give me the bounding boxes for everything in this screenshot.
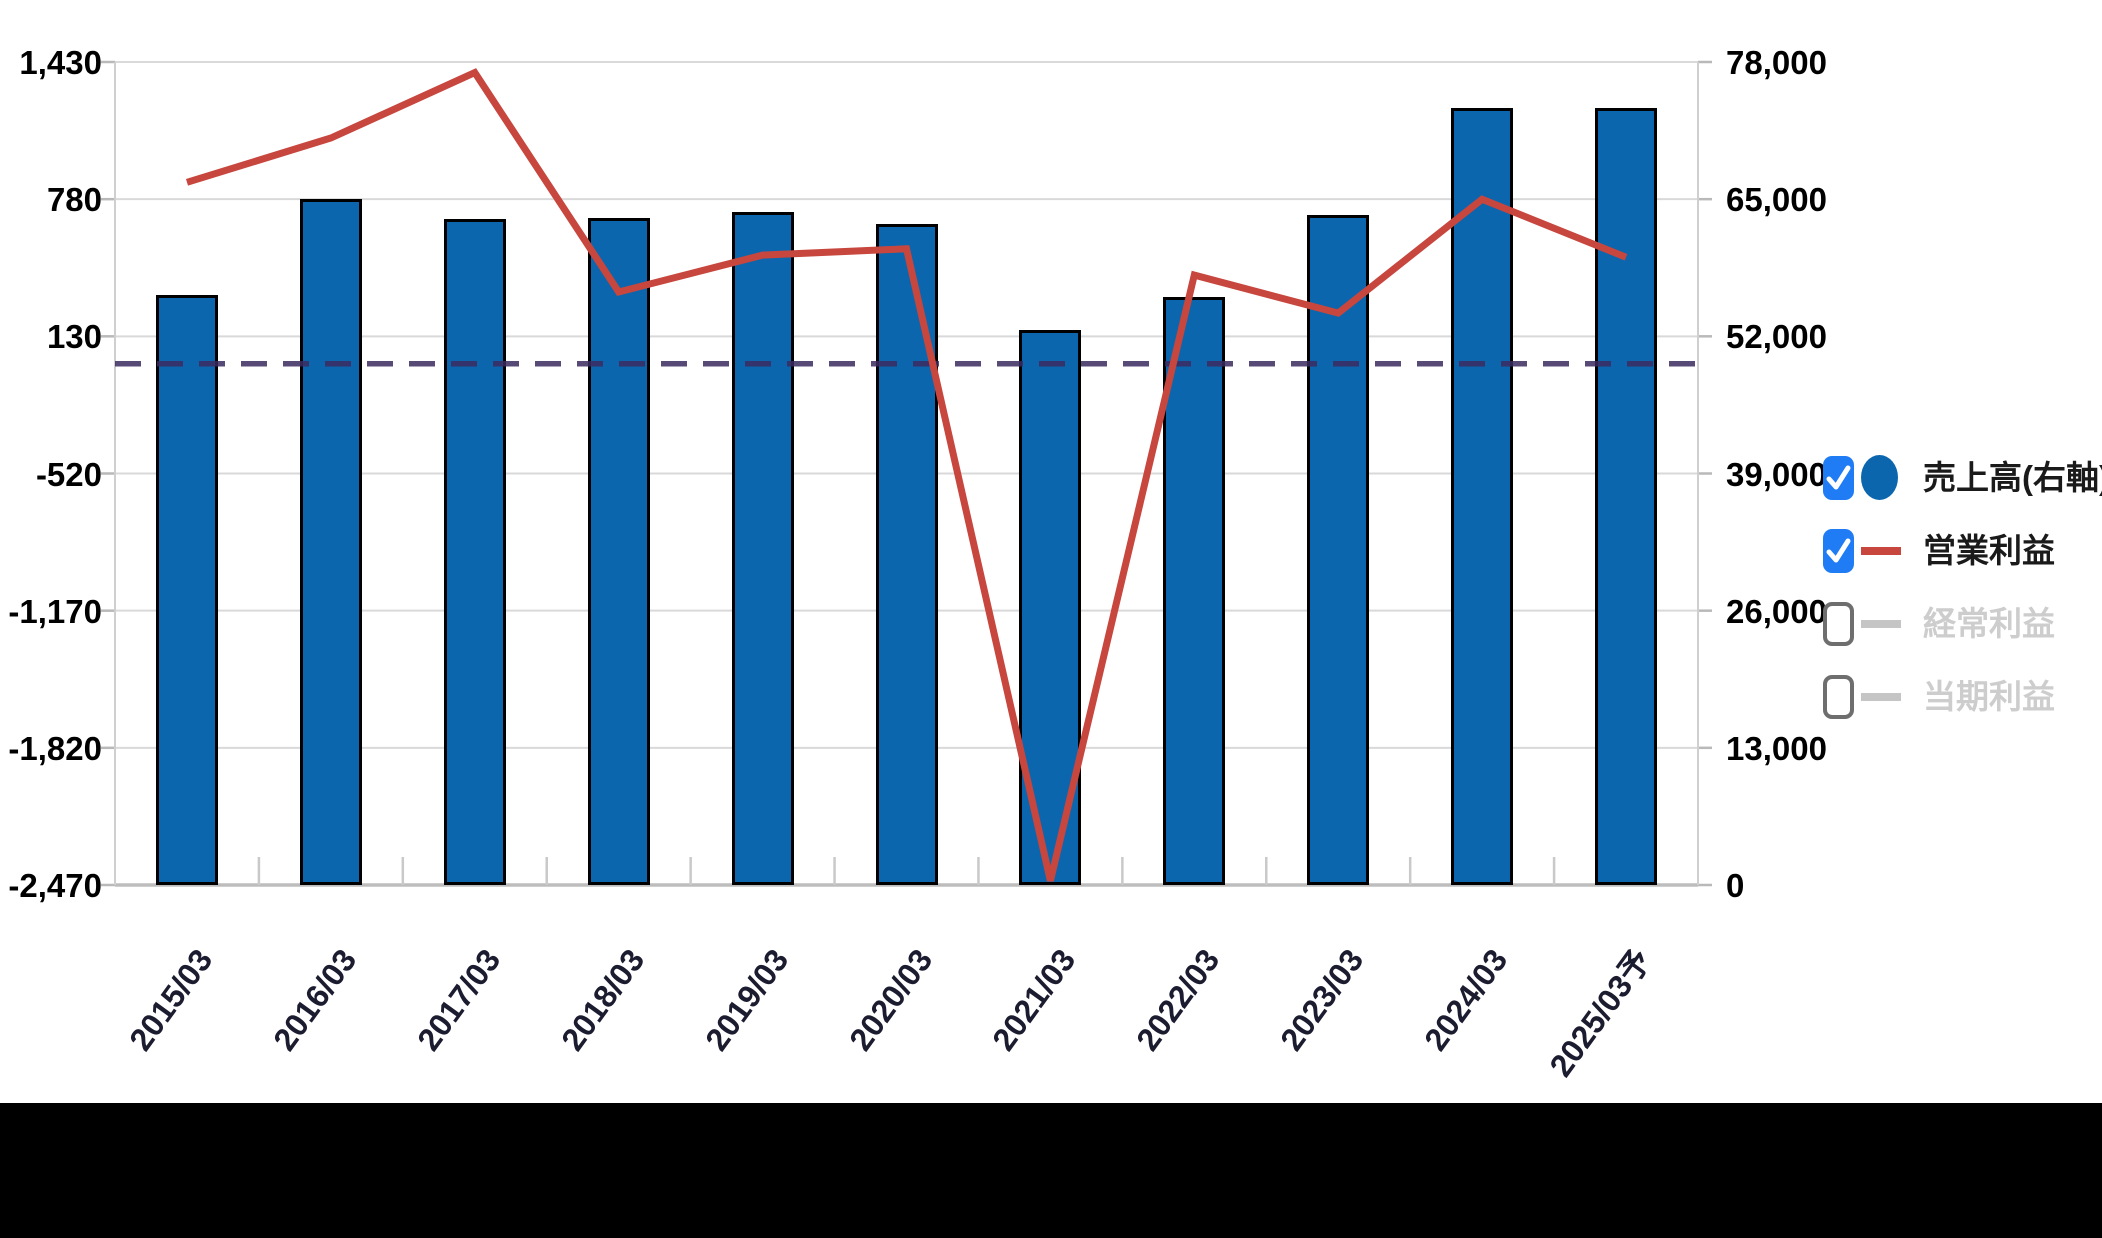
- bar-2023-03: [1307, 214, 1370, 885]
- bar-2024-03: [1451, 108, 1514, 885]
- bar-2019-03: [731, 211, 794, 885]
- legend-marker-net-profit-line-icon: [1861, 692, 1901, 701]
- checkbox-operating-profit[interactable]: [1823, 528, 1854, 573]
- bar-2016-03: [299, 199, 362, 885]
- right-axis-tick-label: 0: [1726, 867, 1745, 904]
- x-label-2024-03: 2024/03: [1417, 942, 1515, 1058]
- legend-marker-operating-profit-line-icon: [1861, 546, 1901, 555]
- x-label-2015-03: 2015/03: [122, 942, 220, 1058]
- x-label-2019-03: 2019/03: [697, 942, 795, 1058]
- bar-2022-03: [1163, 297, 1226, 885]
- right-axis-tick-label: 52,000: [1726, 318, 1827, 356]
- left-axis-tick-label: 1,430: [19, 44, 102, 81]
- bar-2025-03: [1595, 108, 1658, 885]
- bar-2021-03: [1019, 330, 1082, 885]
- legend-label-sales[interactable]: 売上高(右軸): [1923, 458, 2102, 496]
- right-axis-tick-label: 13,000: [1726, 729, 1827, 767]
- x-label-2018-03: 2018/03: [553, 942, 651, 1058]
- bar-2015-03: [155, 295, 218, 885]
- right-axis-tick-label: 78,000: [1726, 44, 1827, 81]
- legend-item-net-profit[interactable]: 当期利益: [1823, 660, 2102, 733]
- left-axis-tick-label: -520: [35, 455, 102, 493]
- checkmark-icon: [1826, 538, 1851, 562]
- x-label-2016-03: 2016/03: [266, 942, 364, 1058]
- legend-label-ordinary-profit[interactable]: 経常利益: [1923, 604, 2055, 642]
- right-axis-tick-label: 26,000: [1726, 592, 1827, 630]
- x-label-2017-03: 2017/03: [409, 942, 508, 1058]
- right-axis-tick-label: 65,000: [1726, 181, 1827, 219]
- legend-marker-ordinary-profit-line-icon: [1861, 619, 1901, 628]
- left-axis-tick-label: -1,820: [8, 729, 102, 767]
- left-axis-tick-label: -2,470: [8, 867, 102, 904]
- checkbox-sales[interactable]: [1823, 455, 1854, 500]
- left-axis-tick-label: -1,170: [8, 592, 102, 630]
- x-label-2025-03: 2025/03予: [1542, 942, 1659, 1084]
- bar-2020-03: [875, 224, 938, 885]
- legend: 売上高(右軸) 営業利益経常利益当期利益: [1823, 441, 2102, 733]
- legend-item-sales[interactable]: 売上高(右軸): [1823, 441, 2102, 514]
- x-label-2022-03: 2022/03: [1129, 942, 1227, 1058]
- left-axis-tick-label: 780: [46, 181, 102, 219]
- left-axis-tick-label: 130: [46, 318, 102, 356]
- footer-band: ※当社Webサイトの業績表示ツールをもとに、SBI証券が作成。: [0, 1103, 2102, 1238]
- checkbox-ordinary-profit[interactable]: [1823, 601, 1854, 646]
- legend-marker-sales-circle-icon: [1861, 455, 1898, 500]
- x-label-2021-03: 2021/03: [985, 942, 1083, 1058]
- right-axis-tick-label: 39,000: [1726, 455, 1827, 493]
- checkmark-icon: [1826, 465, 1851, 489]
- legend-label-operating-profit[interactable]: 営業利益: [1923, 531, 2055, 569]
- checkbox-net-profit[interactable]: [1823, 674, 1854, 719]
- legend-item-ordinary-profit[interactable]: 経常利益: [1823, 587, 2102, 660]
- legend-label-net-profit[interactable]: 当期利益: [1923, 677, 2055, 715]
- x-label-2020-03: 2020/03: [841, 942, 939, 1058]
- bar-2017-03: [443, 219, 506, 885]
- legend-item-operating-profit[interactable]: 営業利益: [1823, 514, 2102, 587]
- x-label-2023-03: 2023/03: [1273, 942, 1371, 1058]
- bar-2018-03: [587, 218, 650, 885]
